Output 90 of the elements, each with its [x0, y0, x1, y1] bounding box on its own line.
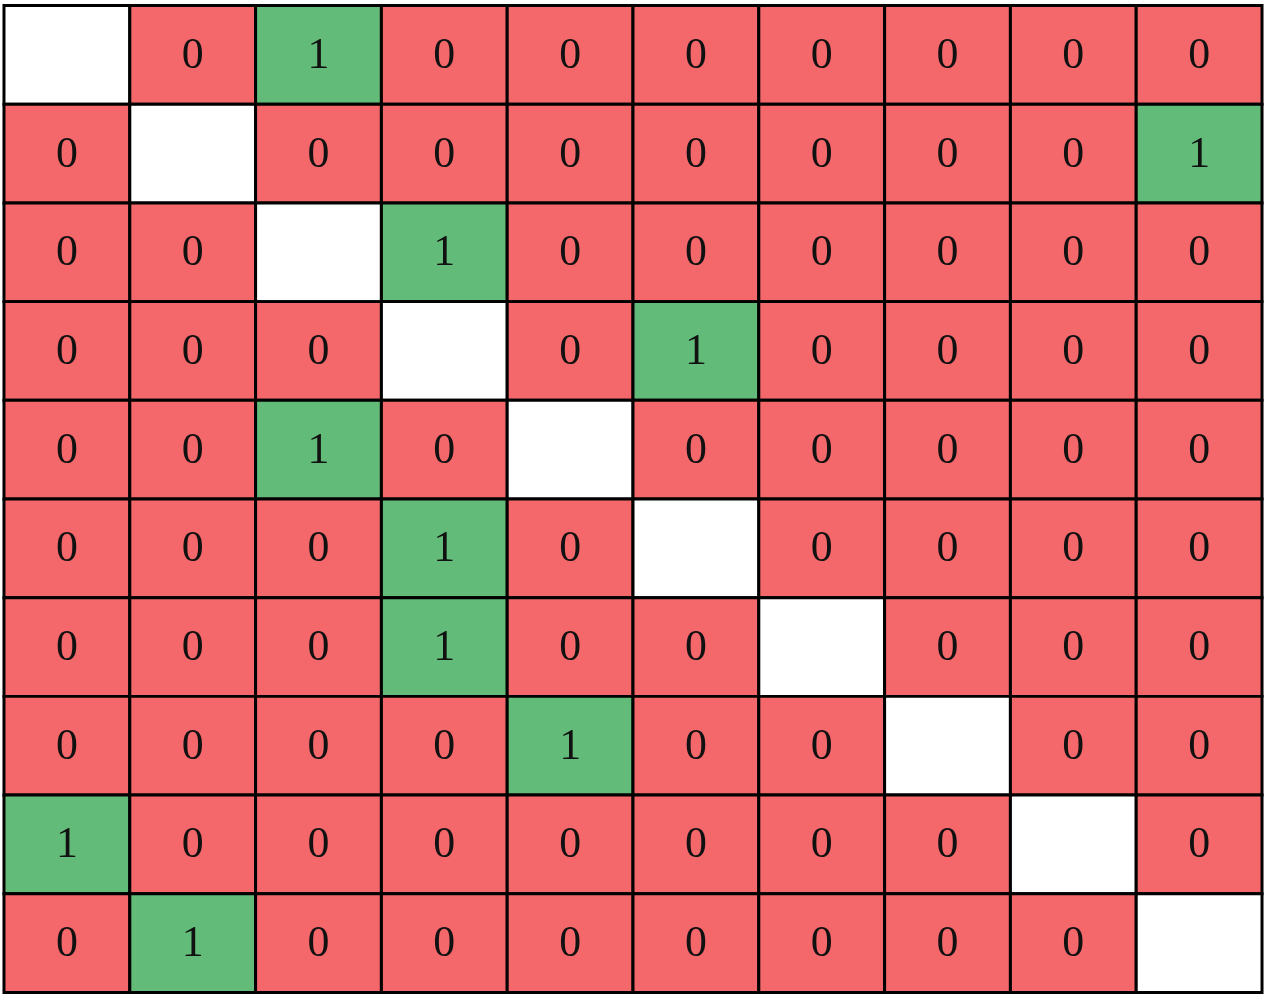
data-label: 0	[684, 818, 707, 867]
data-label: 1	[307, 28, 330, 77]
data-label: 1	[684, 324, 707, 373]
data-label: 0	[810, 127, 833, 176]
data-label: 0	[307, 620, 330, 669]
data-label: 0	[559, 522, 582, 571]
data-label: 0	[433, 423, 456, 472]
data-label: 0	[684, 620, 707, 669]
data-label: 0	[936, 423, 959, 472]
data-label: 0	[684, 28, 707, 77]
data-label: 0	[1188, 818, 1211, 867]
data-label: 0	[433, 28, 456, 77]
data-label: 0	[936, 818, 959, 867]
data-label: 0	[433, 719, 456, 768]
data-label: 0	[1188, 226, 1211, 275]
data-label: 0	[936, 620, 959, 669]
data-label: 0	[1062, 719, 1085, 768]
data-label: 0	[936, 226, 959, 275]
data-label: 0	[433, 127, 456, 176]
data-label: 0	[1188, 28, 1211, 77]
data-label: 0	[1062, 917, 1085, 966]
data-label: 0	[55, 226, 78, 275]
data-label: 0	[559, 818, 582, 867]
data-label: 0	[1062, 28, 1085, 77]
data-label: 0	[307, 127, 330, 176]
data-label: 1	[559, 719, 582, 768]
data-label: 0	[936, 917, 959, 966]
data-label: 0	[1062, 324, 1085, 373]
data-label: 0	[181, 324, 204, 373]
data-label: 0	[181, 423, 204, 472]
data-label: 0	[55, 620, 78, 669]
data-label: 0	[810, 818, 833, 867]
data-label: 0	[1188, 423, 1211, 472]
data-label: 0	[559, 127, 582, 176]
data-label: 0	[936, 127, 959, 176]
data-label: 0	[307, 324, 330, 373]
data-label: 1	[181, 917, 204, 966]
data-label: 0	[684, 127, 707, 176]
data-label: 0	[55, 917, 78, 966]
data-label: 0	[559, 324, 582, 373]
data-label: 0	[433, 818, 456, 867]
data-label: 0	[559, 620, 582, 669]
data-label: 0	[1062, 127, 1085, 176]
data-label: 0	[307, 917, 330, 966]
data-label: 1	[1188, 127, 1211, 176]
data-label: 1	[433, 522, 456, 571]
data-label: 0	[936, 522, 959, 571]
data-label: 0	[936, 28, 959, 77]
data-label: 0	[181, 522, 204, 571]
data-label: 0	[810, 917, 833, 966]
data-label: 0	[684, 917, 707, 966]
data-label: 0	[181, 226, 204, 275]
data-label: 0	[433, 917, 456, 966]
data-label: 0	[810, 226, 833, 275]
data-label: 0	[810, 28, 833, 77]
data-label: 0	[1188, 719, 1211, 768]
data-label: 0	[1062, 226, 1085, 275]
data-label: 0	[559, 226, 582, 275]
data-label: 0	[55, 127, 78, 176]
data-label: 0	[55, 719, 78, 768]
data-label: 0	[55, 324, 78, 373]
data-label: 0	[307, 522, 330, 571]
data-label: 0	[307, 719, 330, 768]
data-label: 0	[1062, 522, 1085, 571]
data-label: 0	[810, 522, 833, 571]
data-label: 0	[810, 719, 833, 768]
data-label: 0	[1188, 324, 1211, 373]
data-label: 0	[1062, 620, 1085, 669]
data-label: 0	[181, 818, 204, 867]
data-label: 0	[684, 226, 707, 275]
data-label: 0	[684, 423, 707, 472]
data-label: 0	[684, 719, 707, 768]
data-label: 1	[55, 818, 78, 867]
data-label: 1	[307, 423, 330, 472]
data-label: 0	[1188, 522, 1211, 571]
data-label: 0	[936, 324, 959, 373]
data-label: 0	[1062, 423, 1085, 472]
data-label: 0	[181, 719, 204, 768]
data-label: 0	[181, 28, 204, 77]
data-label: 1	[433, 620, 456, 669]
data-label: 0	[559, 917, 582, 966]
data-label: 0	[810, 423, 833, 472]
data-label: 1	[433, 226, 456, 275]
data-label: 0	[810, 324, 833, 373]
data-label: 0	[559, 28, 582, 77]
data-label: 0	[55, 522, 78, 571]
data-label: 0	[55, 423, 78, 472]
data-label: 0	[1188, 620, 1211, 669]
data-label: 0	[307, 818, 330, 867]
data-label: 0	[181, 620, 204, 669]
